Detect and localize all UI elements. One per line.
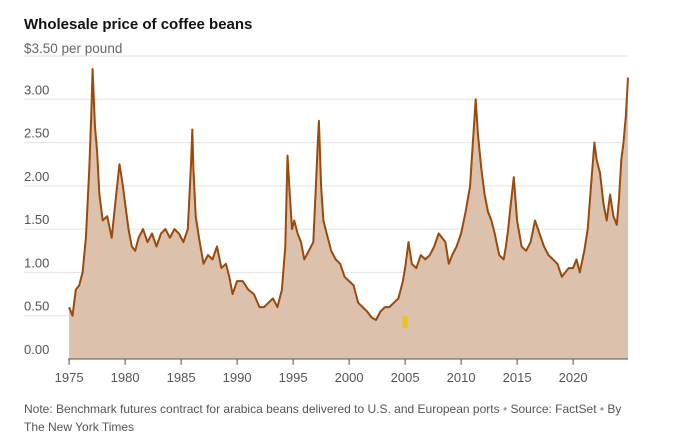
y-tick-label: 0.50 bbox=[24, 299, 49, 314]
y-tick-label: 1.00 bbox=[24, 255, 49, 270]
y-tick-label: 1.50 bbox=[24, 212, 49, 227]
x-tick-label: 2020 bbox=[559, 370, 588, 385]
x-tick-label: 1980 bbox=[111, 370, 140, 385]
price-line bbox=[68, 68, 629, 321]
x-tick-label: 2005 bbox=[391, 370, 420, 385]
chart-title: Wholesale price of coffee beans bbox=[24, 16, 253, 33]
y-tick-label: 3.00 bbox=[24, 82, 49, 97]
x-tick-label: 1995 bbox=[279, 370, 308, 385]
chart-note: Note: Benchmark futures contract for ara… bbox=[24, 400, 624, 436]
price-chart: 0.00 0.50 1.00 1.50 2.00 2.50 3.00 1975 1980 198… bbox=[24, 55, 629, 385]
x-tick-label: 1975 bbox=[55, 370, 84, 385]
separator-dot: • bbox=[502, 402, 508, 416]
x-tick-label: 2015 bbox=[503, 370, 532, 385]
separator-dot: • bbox=[599, 402, 605, 416]
x-tick-label: 2010 bbox=[447, 370, 476, 385]
x-tick-label: 2000 bbox=[335, 370, 364, 385]
x-tick-label: 1990 bbox=[223, 370, 252, 385]
price-area bbox=[69, 69, 629, 359]
credit-text: By The New York Times bbox=[24, 402, 622, 434]
source-text: Source: FactSet bbox=[510, 402, 597, 416]
note-text: Note: Benchmark futures contract for ara… bbox=[24, 402, 500, 416]
y-tick-label: 2.00 bbox=[24, 169, 49, 184]
x-tick-label: 1985 bbox=[167, 370, 196, 385]
y-tick-label: 2.50 bbox=[24, 126, 49, 141]
highlight-marker bbox=[402, 315, 408, 328]
chart-subtitle: $3.50 per pound bbox=[24, 41, 123, 56]
y-tick-label: 0.00 bbox=[24, 342, 49, 357]
